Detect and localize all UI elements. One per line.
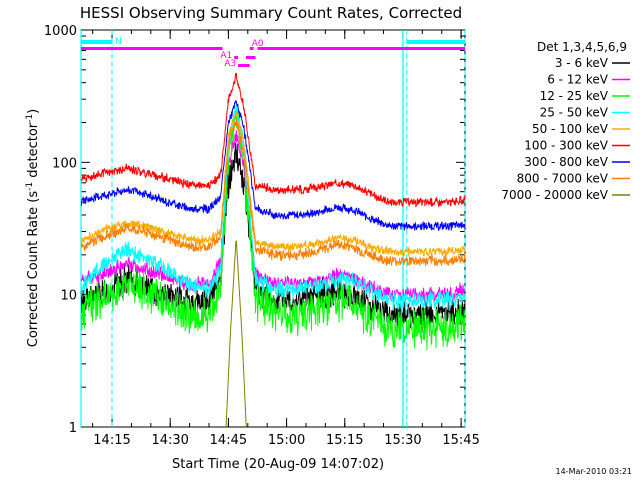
- x-tick-label: 14:45: [210, 433, 247, 448]
- y-axis-label-sup2: -1: [25, 114, 35, 123]
- series-line-1: [80, 130, 466, 304]
- magenta-flag-bar: [245, 56, 256, 59]
- magenta-flag-bar: [257, 47, 465, 50]
- y-axis-label-end: ): [26, 109, 41, 114]
- series-line-6: [80, 100, 466, 231]
- footer-timestamp: 14-Mar-2010 03:21: [556, 467, 633, 476]
- y-axis-label: Corrected Count Rate (s-1 detector-1): [25, 109, 41, 347]
- legend-label: 300 - 800 keV: [524, 155, 608, 169]
- legend-label: 7000 - 20000 keV: [501, 188, 608, 202]
- legend-label: 25 - 50 keV: [540, 106, 609, 120]
- y-tick-label: 1000: [44, 24, 77, 39]
- cyan-flag-bar: [406, 40, 465, 44]
- series-line-2: [80, 103, 466, 351]
- legend-label: 12 - 25 keV: [540, 89, 609, 103]
- plot-area: 1 10 100 1000 14:15 14:30 14:45 15:00 15:15 15:30…: [44, 24, 480, 448]
- y-tick-label: 1: [69, 421, 77, 436]
- y-axis-label-sup1: -1: [25, 182, 35, 191]
- magenta-flag-bar: [249, 47, 254, 50]
- magenta-flag-label: A3: [224, 59, 236, 69]
- legend-title: Det 1,3,4,5,6,9: [537, 40, 627, 54]
- y-axis-label-mid: detector: [26, 122, 41, 182]
- legend: 3 - 6 keV 6 - 12 keV 12 - 25 keV 25 - 50 ke…: [501, 56, 630, 202]
- series-line-8: [225, 240, 247, 428]
- chart-title: HESSI Observing Summary Count Rates, Cor…: [80, 4, 462, 22]
- magenta-flag-label: A1: [220, 51, 232, 61]
- magenta-flag-bar: [238, 64, 250, 67]
- magenta-flag-label: A0: [252, 39, 264, 49]
- y-tick-label: 100: [52, 156, 77, 171]
- series-line-3: [80, 104, 466, 311]
- x-tick-label: 15:15: [326, 433, 363, 448]
- x-tick-label: 15:30: [384, 433, 421, 448]
- legend-label: 100 - 300 keV: [524, 139, 608, 153]
- series-line-5: [80, 72, 466, 208]
- x-axis-label: Start Time (20-Aug-09 14:07:02): [172, 457, 384, 472]
- cyan-flag-label: N: [115, 37, 122, 47]
- y-tick-label: 10: [60, 289, 77, 304]
- legend-label: 3 - 6 keV: [555, 56, 609, 70]
- cyan-flag-bar: [81, 40, 113, 44]
- legend-label: 800 - 7000 keV: [517, 172, 609, 186]
- x-tick-label: 15:00: [268, 433, 305, 448]
- magenta-flag-bar: [234, 56, 239, 59]
- x-tick-label: 15:45: [442, 433, 479, 448]
- series-line-7: [80, 118, 466, 267]
- y-axis-label-main: Corrected Count Rate (s: [26, 191, 41, 348]
- x-tick-label: 14:15: [93, 433, 130, 448]
- magenta-flag-bar: [81, 47, 223, 50]
- legend-label: 50 - 100 keV: [532, 122, 609, 136]
- legend-label: 6 - 12 keV: [547, 73, 609, 87]
- x-tick-label: 14:30: [151, 433, 188, 448]
- series-line-4: [80, 111, 466, 258]
